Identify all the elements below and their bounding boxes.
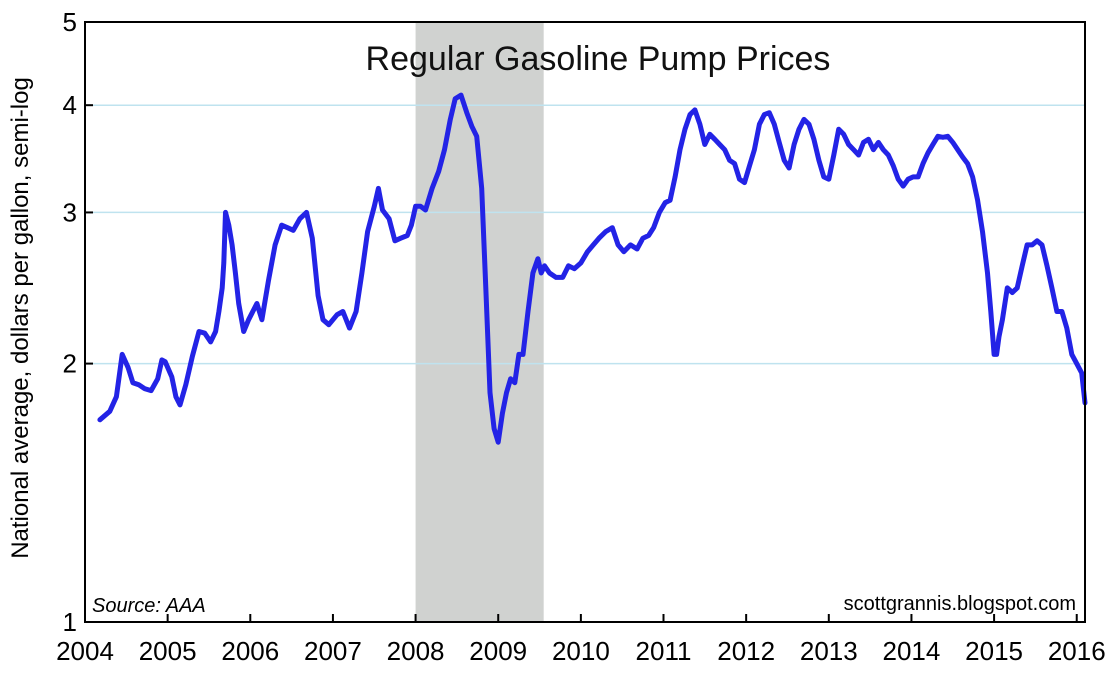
x-tick-label-2006: 2006 [221,636,279,666]
chart-title: Regular Gasoline Pump Prices [366,40,831,78]
x-tick-label-2008: 2008 [387,636,445,666]
x-tick-label-2007: 2007 [304,636,362,666]
x-tick-label-2005: 2005 [139,636,197,666]
y-tick-label-4: 4 [63,90,77,120]
x-tick-label-2004: 2004 [56,636,114,666]
x-tick-label-2014: 2014 [883,636,941,666]
plot-frame [84,21,1086,623]
x-tick-label-2011: 2011 [636,636,692,666]
series-line-gasoline-price [97,92,1088,445]
x-tick-label-2010: 2010 [552,636,610,666]
y-tick-label-1: 1 [63,607,77,637]
x-tick-label-2009: 2009 [469,636,527,666]
x-tick-label-2015: 2015 [965,636,1023,666]
x-tick-label-2016: 2016 [1048,636,1106,666]
y-tick-label-5: 5 [63,7,77,37]
recession-shade [415,22,544,622]
y-tick-label-3: 3 [63,197,77,227]
blog-credit: scottgrannis.blogspot.com [844,593,1076,615]
x-tick-label-2013: 2013 [800,636,858,666]
source-annotation: Source: AAA [92,595,206,617]
x-tick-label-2012: 2012 [717,636,775,666]
y-tick-label-2: 2 [63,349,77,379]
y-axis-label: National average, dollars per gallon, se… [7,77,34,559]
